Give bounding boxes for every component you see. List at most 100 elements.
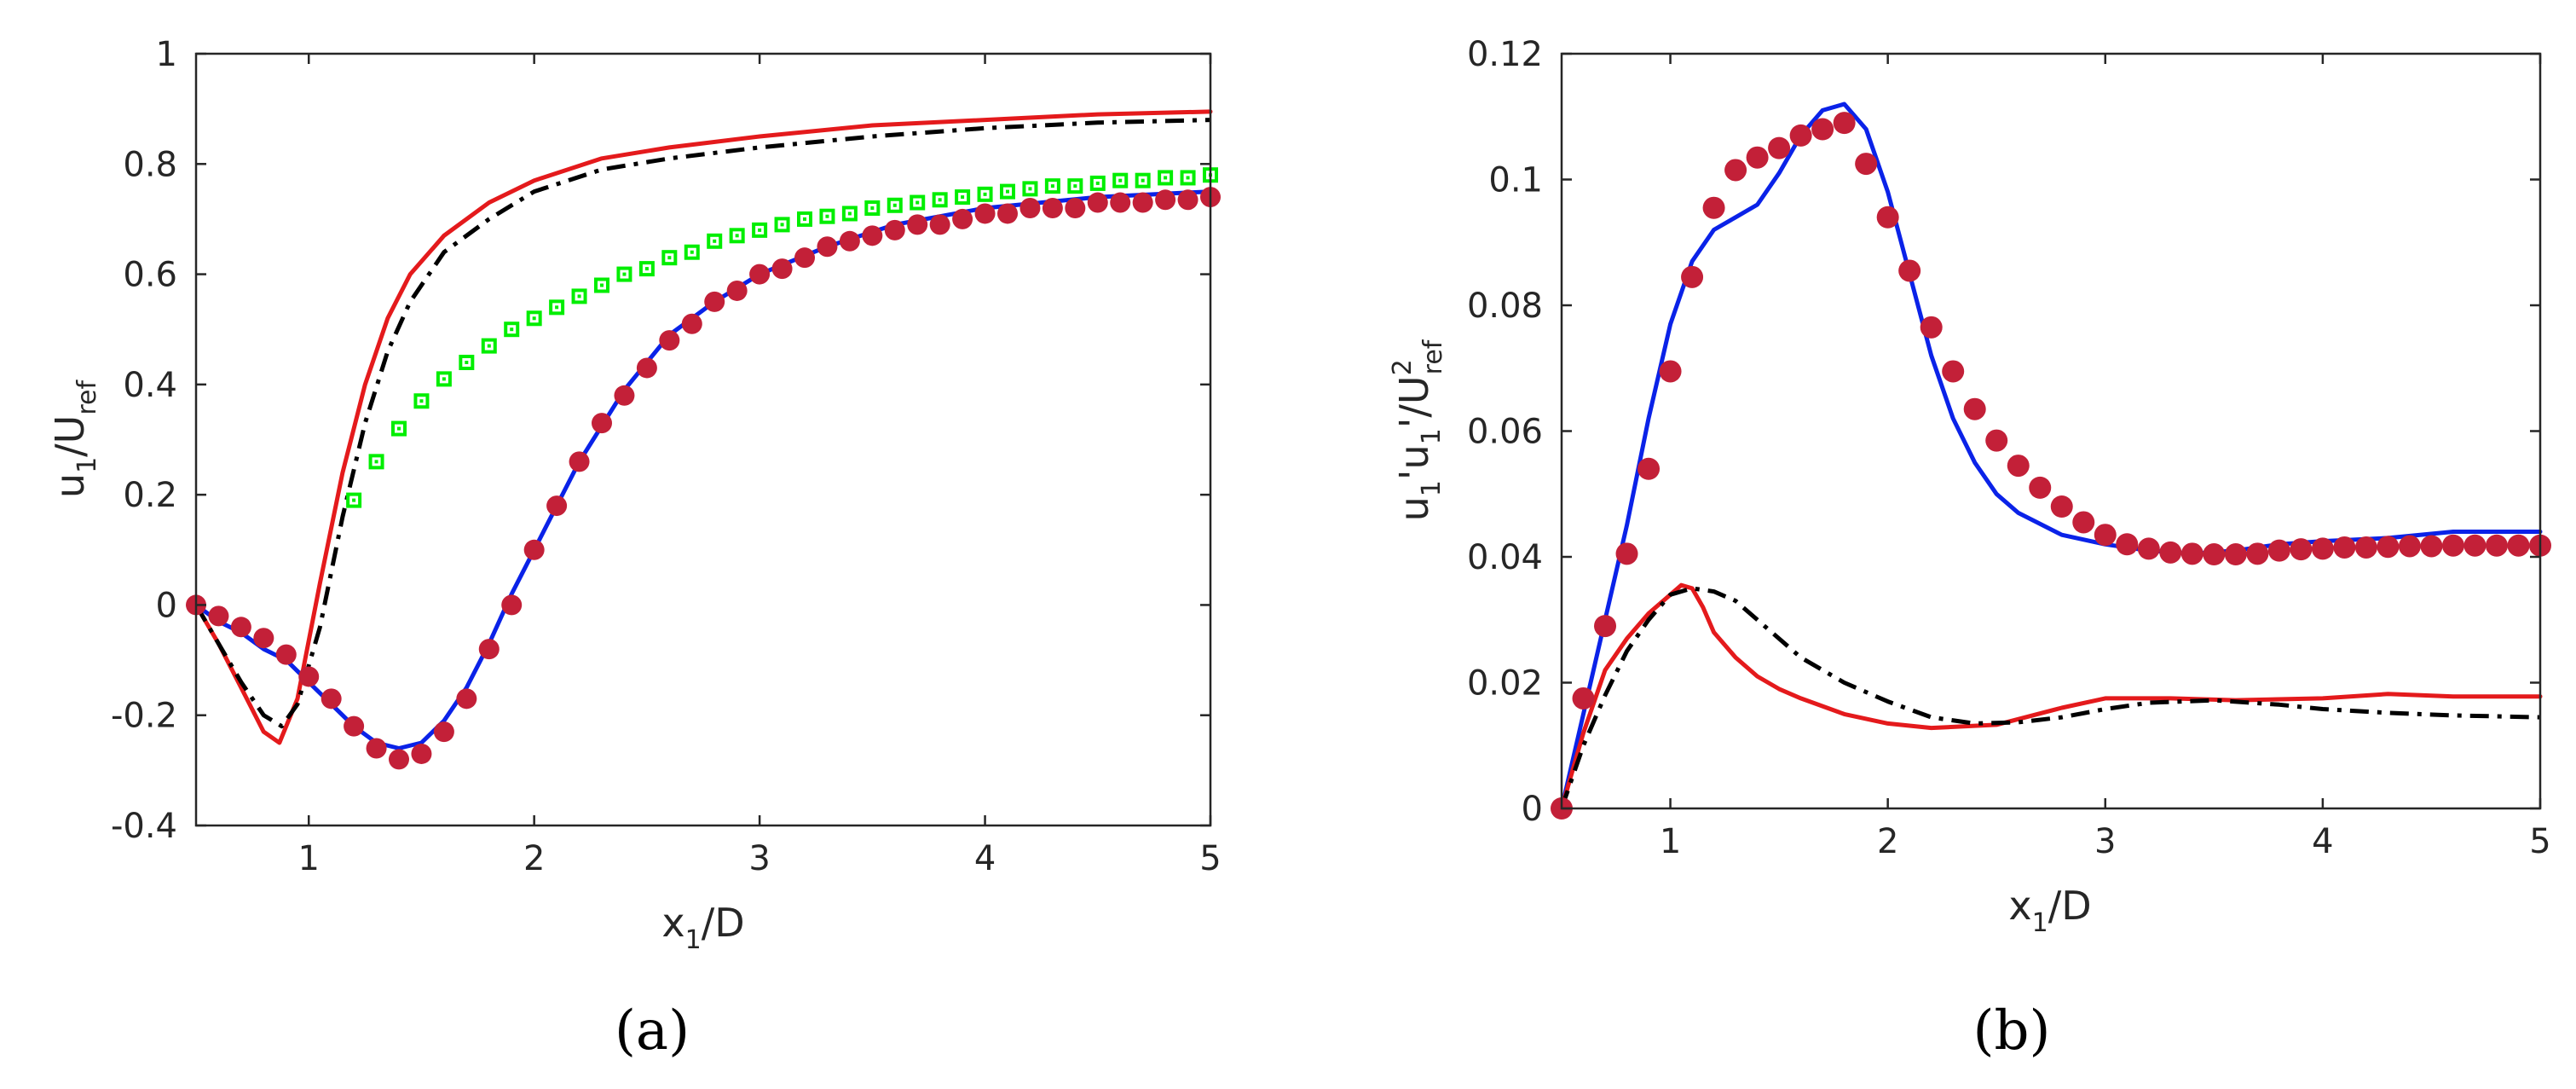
chart-a-crimson-circle-markers-point-10	[411, 743, 432, 764]
chart-b-crimson-circle-markers-point-32	[2246, 542, 2269, 565]
chart-a-crimson-circle-markers-point-32	[907, 214, 928, 235]
chart-b-panel-label: (b)	[1973, 999, 2051, 1063]
chart-a-green-square-markers-point-20	[797, 211, 812, 227]
chart-a-green-square-markers-point-13	[638, 261, 655, 277]
chart-b-crimson-circle-markers-point-37	[2354, 536, 2377, 559]
chart-a-crimson-circle-markers-point-44	[1177, 189, 1198, 211]
chart-b-plot-area	[1551, 101, 2551, 820]
chart-a-green-square-markers-point-29	[1000, 183, 1015, 200]
chart-b-ytick-label: 0.04	[1467, 538, 1543, 577]
chart-a-ytick-label: 0.8	[123, 145, 177, 184]
chart-a-ytick-label: -0.4	[111, 807, 177, 846]
chart-a-green-square-markers-point-7	[504, 321, 520, 338]
chart-b-series-red-solid-line	[1559, 582, 2543, 811]
chart-a-marker-center	[487, 344, 491, 348]
chart-a-green-square-markers-point-21	[819, 208, 835, 224]
chart-a-marker-center	[892, 203, 897, 207]
chart-a-crimson-circle-markers-point-29	[839, 230, 860, 252]
chart-b-ticks: 1 2 3 4 5 0 0.02 0.04 0.06 0.08 0.1 0.12	[1467, 35, 2551, 861]
chart-a-ylabel: u1/Uref	[47, 379, 102, 499]
chart-b-crimson-circle-markers-point-6	[1681, 265, 1704, 288]
chart-a-crimson-circle-markers-point-42	[1132, 192, 1153, 213]
chart-a-crimson-circle-markers-point-24	[726, 280, 748, 301]
chart-a-green-square-markers-point-12	[616, 266, 632, 282]
chart-b-crimson-circle-markers-point-16	[1898, 259, 1921, 282]
chart-a-marker-center	[352, 498, 356, 502]
chart-b-crimson-circle-markers-point-38	[2377, 536, 2400, 559]
chart-a-green-square-markers-point-30	[1022, 181, 1038, 197]
chart-a-crimson-circle-markers-point-37	[1019, 198, 1041, 218]
chart-a-crimson-circle-markers-point-25	[749, 264, 771, 285]
chart-b-crimson-circle-markers-point-34	[2290, 538, 2313, 561]
chart-b-crimson-circle-markers-point-20	[1985, 429, 2008, 452]
chart-a-crimson-circle-markers-point-41	[1110, 192, 1131, 213]
chart-b-crimson-circle-markers-point-15	[1876, 206, 1899, 229]
chart-a-xtick-label: 4	[974, 839, 996, 878]
chart-a-marker-center	[1050, 184, 1054, 188]
chart-b-xtick-label: 4	[2312, 822, 2333, 861]
chart-b-crimson-circle-markers-point-14	[1855, 153, 1878, 176]
chart-a-marker-center	[870, 206, 875, 210]
chart-b-crimson-circle-markers-point-1	[1572, 686, 1595, 710]
chart-a-crimson-circle-markers-point-6	[321, 688, 342, 710]
chart-a-marker-center	[961, 195, 965, 200]
chart-a-marker-center	[644, 267, 649, 271]
chart-a-green-square-markers-point-18	[752, 222, 768, 238]
chart-a-marker-center	[803, 217, 806, 221]
chart-b-crimson-circle-markers-point-42	[2463, 534, 2486, 557]
chart-a-crimson-circle-markers-point-7	[344, 715, 365, 737]
chart-a-crimson-circle-markers-point-30	[862, 225, 883, 246]
chart-a-green-square-markers-point-11	[594, 277, 609, 293]
chart-a-crimson-circle-markers-point-15	[523, 539, 545, 560]
chart-a-plot-area	[186, 109, 1221, 770]
chart-a-xlabel: x1/D	[661, 900, 744, 955]
chart-b-crimson-circle-markers-point-36	[2333, 536, 2356, 559]
chart-b-xtick-label: 1	[1660, 822, 1681, 861]
chart-a-marker-center	[825, 214, 829, 218]
chart-b-crimson-circle-markers-point-3	[1615, 542, 1638, 565]
chart-a-green-square-markers-point-10	[571, 288, 587, 304]
chart-a-green-square-markers-point-0	[346, 492, 362, 508]
chart-a-green-square-markers-point-28	[977, 186, 993, 202]
chart-b-crimson-circle-markers-point-23	[2050, 495, 2073, 518]
chart-a-crimson-circle-markers-point-14	[501, 594, 523, 616]
chart-a-green-square-markers-point-14	[661, 250, 678, 266]
chart-a-green-square-markers-point-8	[526, 310, 542, 327]
chart-a-marker-center	[1186, 176, 1190, 180]
chart-a-series-red-solid-line	[193, 109, 1213, 745]
chart-a-marker-center	[532, 316, 536, 321]
chart-b-ylabel: u1'u1'/U2ref	[1388, 339, 1448, 521]
chart-a-crimson-circle-markers-point-21	[659, 330, 680, 351]
chart-a-marker-center	[397, 426, 401, 431]
chart-b-xtick-label: 2	[1877, 822, 1898, 861]
chart-a-marker-center	[667, 256, 672, 260]
chart-a-marker-center	[419, 399, 424, 403]
chart-a-crimson-circle-markers-point-34	[952, 208, 973, 229]
chart-a-crimson-circle-markers-point-36	[997, 203, 1018, 224]
chart-b-ytick-label: 0.06	[1467, 413, 1543, 452]
chart-b-crimson-circle-markers-point-24	[2072, 511, 2095, 534]
chart-a-crimson-circle-markers-point-11	[433, 721, 454, 743]
chart-a-crimson-circle-markers-point-27	[794, 247, 815, 269]
chart-a-ytick-label: 0.2	[123, 476, 177, 515]
chart-a-green-square-markers-point-24	[887, 197, 903, 213]
chart-a-marker-center	[1073, 184, 1077, 188]
chart-a-marker-center	[983, 192, 987, 196]
chart-a-series-green-square-markers	[346, 167, 1218, 508]
chart-a-crimson-circle-markers-point-20	[636, 357, 657, 379]
chart-a-crimson-circle-markers-point-9	[389, 749, 409, 770]
chart-a-marker-center	[1118, 178, 1123, 182]
chart-a-marker-center	[938, 198, 942, 202]
chart-b-crimson-circle-markers-point-39	[2398, 535, 2421, 558]
chart-b-crimson-circle-markers-point-26	[2116, 533, 2139, 556]
chart-a-crimson-circle-markers-point-2	[230, 617, 251, 638]
chart-a-green-square-markers-point-27	[955, 189, 971, 206]
chart-b-crimson-circle-markers-point-27	[2137, 537, 2160, 560]
chart-b-crimson-circle-markers-point-19	[1963, 397, 1986, 420]
chart-a-xtick-label: 3	[748, 839, 770, 878]
chart-a-marker-center	[690, 250, 694, 254]
chart-b-crimson-circle-markers-point-28	[2159, 541, 2182, 564]
chart-a-frame	[194, 52, 1212, 827]
chart-b-crimson-circle-markers-point-30	[2203, 543, 2226, 566]
chart-a-green-square-markers-point-3	[413, 393, 430, 409]
